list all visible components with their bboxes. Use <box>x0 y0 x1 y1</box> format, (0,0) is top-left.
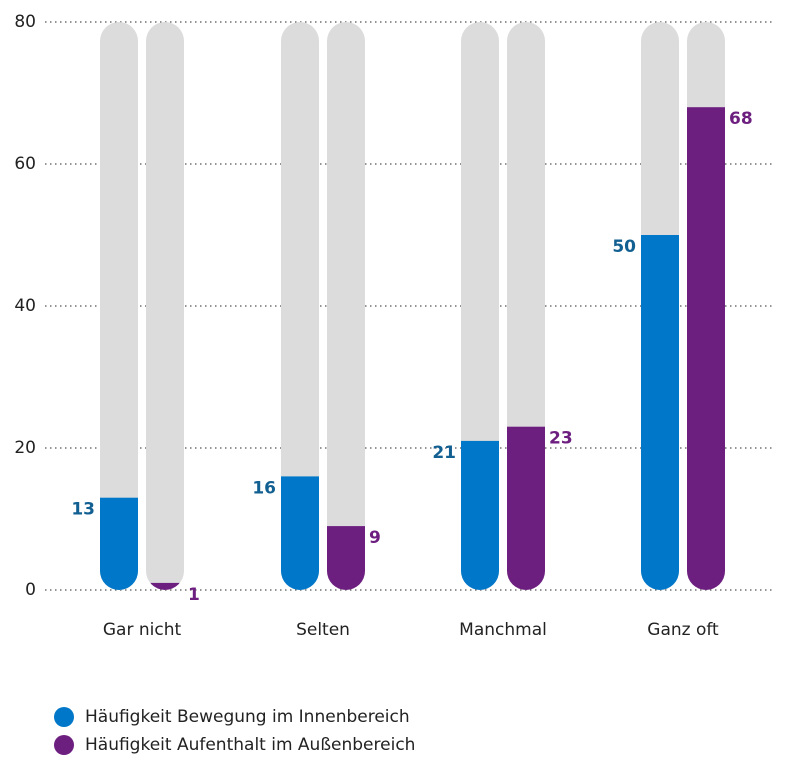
bar-track <box>100 22 138 590</box>
value-label: 23 <box>549 429 573 449</box>
value-label: 68 <box>729 109 753 129</box>
legend-swatch <box>54 735 74 755</box>
bar <box>281 476 319 590</box>
value-label: 21 <box>432 443 456 463</box>
value-label: 16 <box>252 478 276 498</box>
y-tick-label: 0 <box>25 580 36 600</box>
value-label: 9 <box>369 528 381 548</box>
bar <box>327 526 365 590</box>
bar <box>100 497 138 590</box>
value-label: 13 <box>71 500 95 520</box>
y-tick-label: 40 <box>14 296 36 316</box>
legend-swatch <box>54 707 74 727</box>
legend-label: Häufigkeit Aufenthalt im Außenbereich <box>85 735 415 755</box>
value-label: 50 <box>612 237 636 257</box>
y-tick-label: 20 <box>14 438 36 458</box>
bar-track <box>146 22 184 590</box>
value-label: 1 <box>188 585 200 605</box>
x-tick-label: Selten <box>296 620 350 640</box>
y-tick-label: 60 <box>14 154 36 174</box>
bar <box>641 235 679 590</box>
x-tick-label: Manchmal <box>459 620 547 640</box>
x-tick-label: Gar nicht <box>103 620 182 640</box>
bar <box>461 440 499 590</box>
bar-track <box>327 22 365 590</box>
y-tick-label: 80 <box>14 12 36 32</box>
bar <box>146 582 184 590</box>
bar <box>507 426 545 590</box>
x-tick-label: Ganz oft <box>647 620 719 640</box>
bar-track <box>281 22 319 590</box>
bar <box>687 107 725 590</box>
legend-label: Häufigkeit Bewegung im Innenbereich <box>85 707 410 727</box>
